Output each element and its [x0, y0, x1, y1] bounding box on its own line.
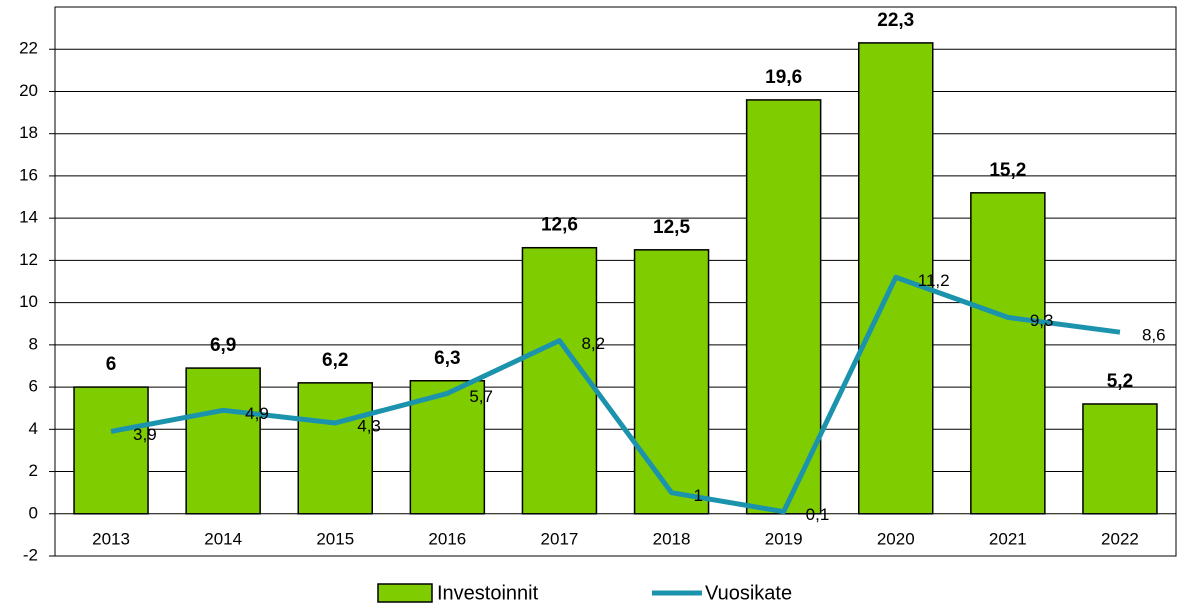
- line-label: 9,3: [1030, 311, 1054, 330]
- x-tick-label: 2018: [653, 529, 691, 548]
- line-label: 11,2: [918, 271, 950, 290]
- line-label: 5,7: [469, 387, 493, 406]
- line: [110, 274, 1121, 515]
- y-tick-label: 14: [19, 208, 38, 227]
- bar-label: 19,6: [765, 67, 802, 88]
- line-label: 1: [694, 486, 703, 505]
- x-tick-label: 2015: [316, 529, 354, 548]
- bar: [745, 99, 822, 515]
- line-label: 4,3: [357, 416, 381, 435]
- x-tick-label: 2022: [1101, 529, 1139, 548]
- x-tick-label: 2017: [541, 529, 579, 548]
- y-tick-label: 6: [29, 377, 38, 396]
- line-label: 8,2: [581, 334, 605, 353]
- bar-label: 6,3: [434, 348, 460, 369]
- bar: [1082, 403, 1158, 515]
- y-tick-label: 12: [19, 250, 38, 269]
- x-tick-label: 2016: [428, 529, 466, 548]
- bar: [297, 382, 373, 515]
- bar-label: 6,2: [322, 350, 348, 371]
- line-label: 0,1: [806, 505, 830, 524]
- y-tick-label: 0: [29, 503, 38, 522]
- x-tick-label: 2019: [765, 529, 803, 548]
- y-tick-label: 22: [19, 39, 38, 58]
- x-tick-label: 2021: [989, 529, 1027, 548]
- y-tick-label: -2: [23, 545, 38, 564]
- y-tick-label: 2: [29, 461, 38, 480]
- y-tick-label: 4: [29, 419, 38, 438]
- bar-label: 15,2: [989, 160, 1026, 181]
- bar-label: 6,9: [210, 335, 236, 356]
- y-tick-label: 10: [19, 292, 38, 311]
- y-tick-label: 8: [29, 334, 38, 353]
- bar: [185, 367, 261, 515]
- y-tick-label: 20: [19, 81, 38, 100]
- line-label: 8,6: [1142, 326, 1166, 345]
- x-tick-label: 2020: [877, 529, 915, 548]
- y-tick-label: 18: [19, 123, 38, 142]
- legend-label: Vuosikate: [705, 582, 792, 604]
- bar-label: 6: [106, 354, 117, 375]
- x-tick-label: 2013: [92, 529, 130, 548]
- bar-label: 22,3: [877, 10, 914, 31]
- bar: [73, 386, 149, 515]
- line-label: 3,9: [133, 425, 157, 444]
- bar: [970, 192, 1046, 515]
- y-tick-label: 16: [19, 165, 38, 184]
- legend-swatch: [377, 583, 433, 603]
- bar: [633, 249, 710, 515]
- line-label: 4,9: [245, 404, 269, 423]
- bar-label: 5,2: [1107, 371, 1133, 392]
- bar: [409, 379, 486, 515]
- bar: [521, 246, 598, 515]
- bar-label: 12,5: [653, 217, 690, 238]
- legend-label: Investoinnit: [437, 582, 539, 604]
- bar-label: 12,6: [541, 215, 578, 236]
- x-tick-label: 2014: [204, 529, 242, 548]
